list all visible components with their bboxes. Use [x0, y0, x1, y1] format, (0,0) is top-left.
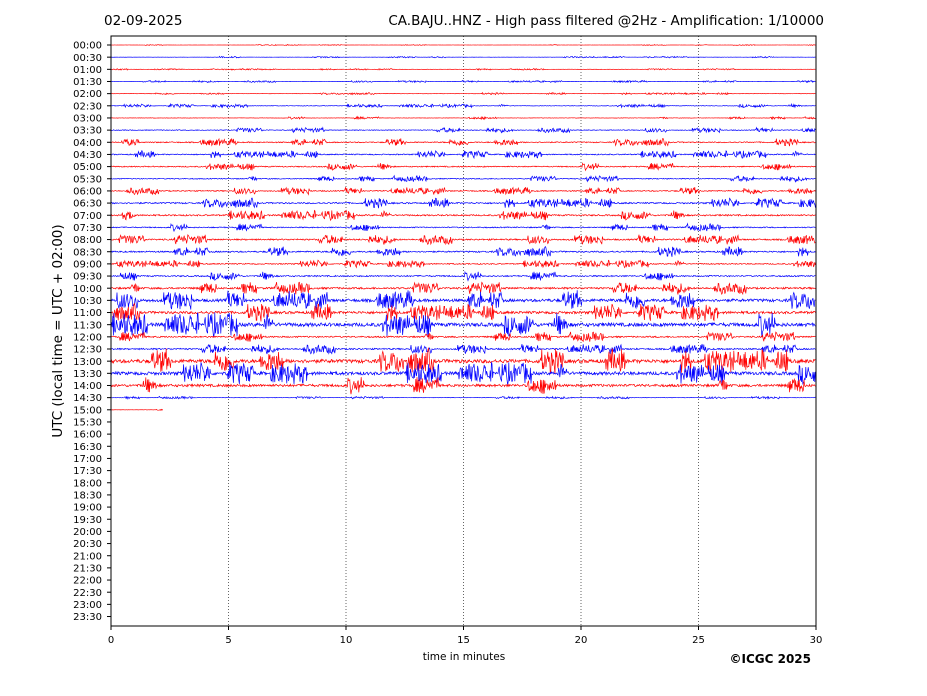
trace-row-4 [110, 91, 816, 96]
y-tick-label: 15:30 [73, 418, 102, 429]
y-tick-label: 16:30 [73, 442, 102, 453]
trace-row-1 [110, 55, 816, 59]
y-tick-label: 02:00 [73, 89, 102, 100]
y-tick-label: 00:00 [73, 41, 102, 52]
y-tick-label: 19:00 [73, 503, 102, 514]
x-axis-ticks: 0 5 10 15 20 25 30 [108, 626, 823, 646]
y-tick-label: 09:00 [73, 259, 102, 270]
trace-row-21 [110, 290, 816, 310]
trace-row-22 [110, 302, 816, 322]
y-tick-label: 01:30 [73, 77, 102, 88]
y-tick-label: 07:30 [73, 223, 102, 234]
trace-row-19 [110, 270, 816, 282]
x-tick-label: 25 [692, 635, 705, 646]
trace-row-29 [110, 395, 816, 400]
y-axis-label: UTC (local time = UTC + 02:00) [50, 224, 66, 437]
y-tick-label: 20:30 [73, 539, 102, 550]
y-tick-label: 07:00 [73, 211, 102, 222]
y-tick-label: 18:00 [73, 478, 102, 489]
trace-row-2 [110, 68, 816, 71]
y-tick-label: 02:30 [73, 101, 102, 112]
trace-row-0 [110, 43, 816, 47]
trace-row-5 [110, 102, 816, 109]
trace-row-6 [110, 115, 816, 121]
trace-row-20 [110, 281, 816, 296]
trace-row-25 [110, 343, 816, 355]
trace-row-13 [110, 197, 816, 209]
y-tick-label: 05:00 [73, 162, 102, 173]
trace-row-12 [110, 186, 816, 196]
y-tick-label: 08:30 [73, 247, 102, 258]
grid-lines [228, 36, 699, 626]
y-tick-label: 10:30 [73, 296, 102, 307]
trace-row-24 [110, 331, 816, 343]
x-tick-label: 10 [340, 635, 353, 646]
trace-row-27 [110, 361, 816, 386]
y-tick-label: 13:30 [73, 369, 102, 380]
x-tick-label: 15 [457, 635, 470, 646]
trace-row-8 [110, 137, 816, 147]
y-tick-label: 14:00 [73, 381, 102, 392]
y-tick-label: 11:00 [73, 308, 102, 319]
y-tick-label: 22:00 [73, 576, 102, 587]
y-tick-label: 11:30 [73, 320, 102, 331]
y-tick-label: 03:00 [73, 114, 102, 125]
trace-row-17 [110, 245, 816, 258]
trace-row-10 [110, 162, 816, 172]
plot-frame [110, 35, 817, 627]
y-tick-label: 20:00 [73, 527, 102, 538]
x-tick-label: 5 [225, 635, 231, 646]
y-tick-label: 06:30 [73, 199, 102, 210]
x-tick-label: 0 [108, 635, 114, 646]
y-tick-label: 04:00 [73, 138, 102, 149]
trace-row-15 [110, 222, 816, 233]
y-tick-label: 23:30 [73, 612, 102, 623]
trace-row-26 [110, 346, 816, 374]
trace-row-3 [110, 79, 816, 84]
trace-row-23 [110, 312, 816, 338]
y-tick-label: 09:30 [73, 272, 102, 283]
x-tick-label: 30 [810, 635, 823, 646]
trace-row-14 [110, 209, 816, 222]
y-tick-label: 19:30 [73, 515, 102, 526]
y-tick-label: 10:00 [73, 284, 102, 295]
trace-row-16 [110, 234, 816, 246]
chart-title: CA.BAJU..HNZ - High pass filtered @2Hz -… [388, 13, 824, 29]
seismic-traces [110, 43, 816, 411]
y-tick-label: 04:30 [73, 150, 102, 161]
trace-row-7 [110, 126, 816, 134]
y-tick-label: 13:00 [73, 357, 102, 368]
y-tick-label: 17:00 [73, 454, 102, 465]
y-tick-label: 12:30 [73, 345, 102, 356]
y-tick-label: 06:00 [73, 187, 102, 198]
trace-row-9 [110, 150, 816, 160]
y-tick-label: 00:30 [73, 53, 102, 64]
y-tick-label: 01:00 [73, 65, 102, 76]
x-tick-label: 20 [575, 635, 588, 646]
y-tick-label: 12:00 [73, 332, 102, 343]
copyright-label: ©ICGC 2025 [729, 652, 811, 666]
y-tick-label: 18:30 [73, 491, 102, 502]
y-tick-label: 15:00 [73, 405, 102, 416]
trace-row-18 [110, 259, 816, 269]
y-tick-label: 08:00 [73, 235, 102, 246]
y-tick-label: 14:30 [73, 393, 102, 404]
x-axis-label: time in minutes [423, 651, 505, 663]
y-tick-label: 21:00 [73, 551, 102, 562]
y-tick-label: 21:30 [73, 563, 102, 574]
date-label: 02-09-2025 [104, 13, 182, 29]
trace-row-11 [110, 174, 816, 183]
y-tick-label: 03:30 [73, 126, 102, 137]
y-tick-label: 17:30 [73, 466, 102, 477]
y-tick-label: 22:30 [73, 588, 102, 599]
y-tick-label: 23:00 [73, 600, 102, 611]
trace-row-30 [110, 408, 163, 411]
y-tick-label: 16:00 [73, 430, 102, 441]
trace-row-28 [110, 377, 816, 395]
y-tick-label: 05:30 [73, 174, 102, 185]
